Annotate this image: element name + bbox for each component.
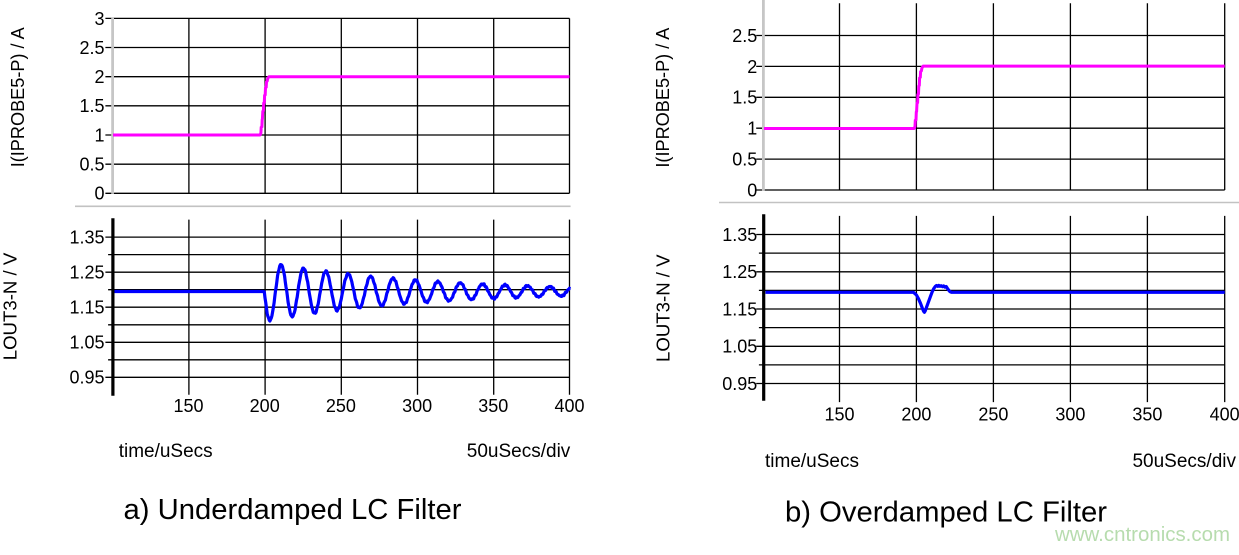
svg-text:200: 200 [901,404,931,424]
svg-text:I(IPROBE5-P) / A: I(IPROBE5-P) / A [653,28,673,168]
svg-text:1: 1 [747,119,757,139]
svg-text:0.5: 0.5 [79,155,104,175]
svg-text:350: 350 [478,396,508,416]
svg-text:250: 250 [978,404,1008,424]
svg-text:0: 0 [747,180,757,200]
svg-text:LOUT3-N / V: LOUT3-N / V [654,254,674,362]
svg-text:350: 350 [1132,404,1162,424]
svg-text:300: 300 [1055,404,1085,424]
svg-text:1.05: 1.05 [722,337,757,357]
svg-text:www.cntronics.com: www.cntronics.com [1054,524,1230,546]
svg-text:1.15: 1.15 [69,298,104,318]
svg-text:1.5: 1.5 [79,96,104,116]
svg-text:time/uSecs: time/uSecs [119,441,213,462]
svg-text:time/uSecs: time/uSecs [765,451,859,472]
svg-text:300: 300 [402,396,432,416]
svg-text:0.5: 0.5 [732,150,757,170]
svg-text:2: 2 [747,57,757,77]
svg-text:LOUT3-N / V: LOUT3-N / V [1,253,21,361]
svg-text:1.25: 1.25 [69,263,104,283]
svg-text:I(IPROBE5-P) / A: I(IPROBE5-P) / A [8,27,28,167]
svg-text:50uSecs/div: 50uSecs/div [1132,451,1236,472]
svg-text:1: 1 [94,125,104,145]
svg-text:150: 150 [173,396,203,416]
svg-text:400: 400 [1210,404,1239,424]
svg-text:3: 3 [94,9,104,29]
svg-text:400: 400 [554,396,584,416]
svg-text:1.15: 1.15 [722,299,757,319]
svg-text:0.95: 0.95 [722,374,757,394]
svg-text:50uSecs/div: 50uSecs/div [467,441,571,462]
svg-text:a) Underdamped LC Filter: a) Underdamped LC Filter [124,494,462,526]
svg-text:0: 0 [94,184,104,204]
svg-text:0.95: 0.95 [69,368,104,388]
svg-text:150: 150 [824,404,854,424]
svg-text:2: 2 [94,67,104,87]
svg-text:200: 200 [250,396,280,416]
svg-text:1.5: 1.5 [732,88,757,108]
svg-text:1.25: 1.25 [722,262,757,282]
svg-text:2.5: 2.5 [79,38,104,58]
svg-text:1.05: 1.05 [69,333,104,353]
svg-text:250: 250 [326,396,356,416]
svg-text:1.35: 1.35 [722,225,757,245]
svg-text:1.35: 1.35 [69,228,104,248]
svg-text:2.5: 2.5 [732,26,757,46]
svg-text:b) Overdamped LC Filter: b) Overdamped LC Filter [785,496,1107,528]
